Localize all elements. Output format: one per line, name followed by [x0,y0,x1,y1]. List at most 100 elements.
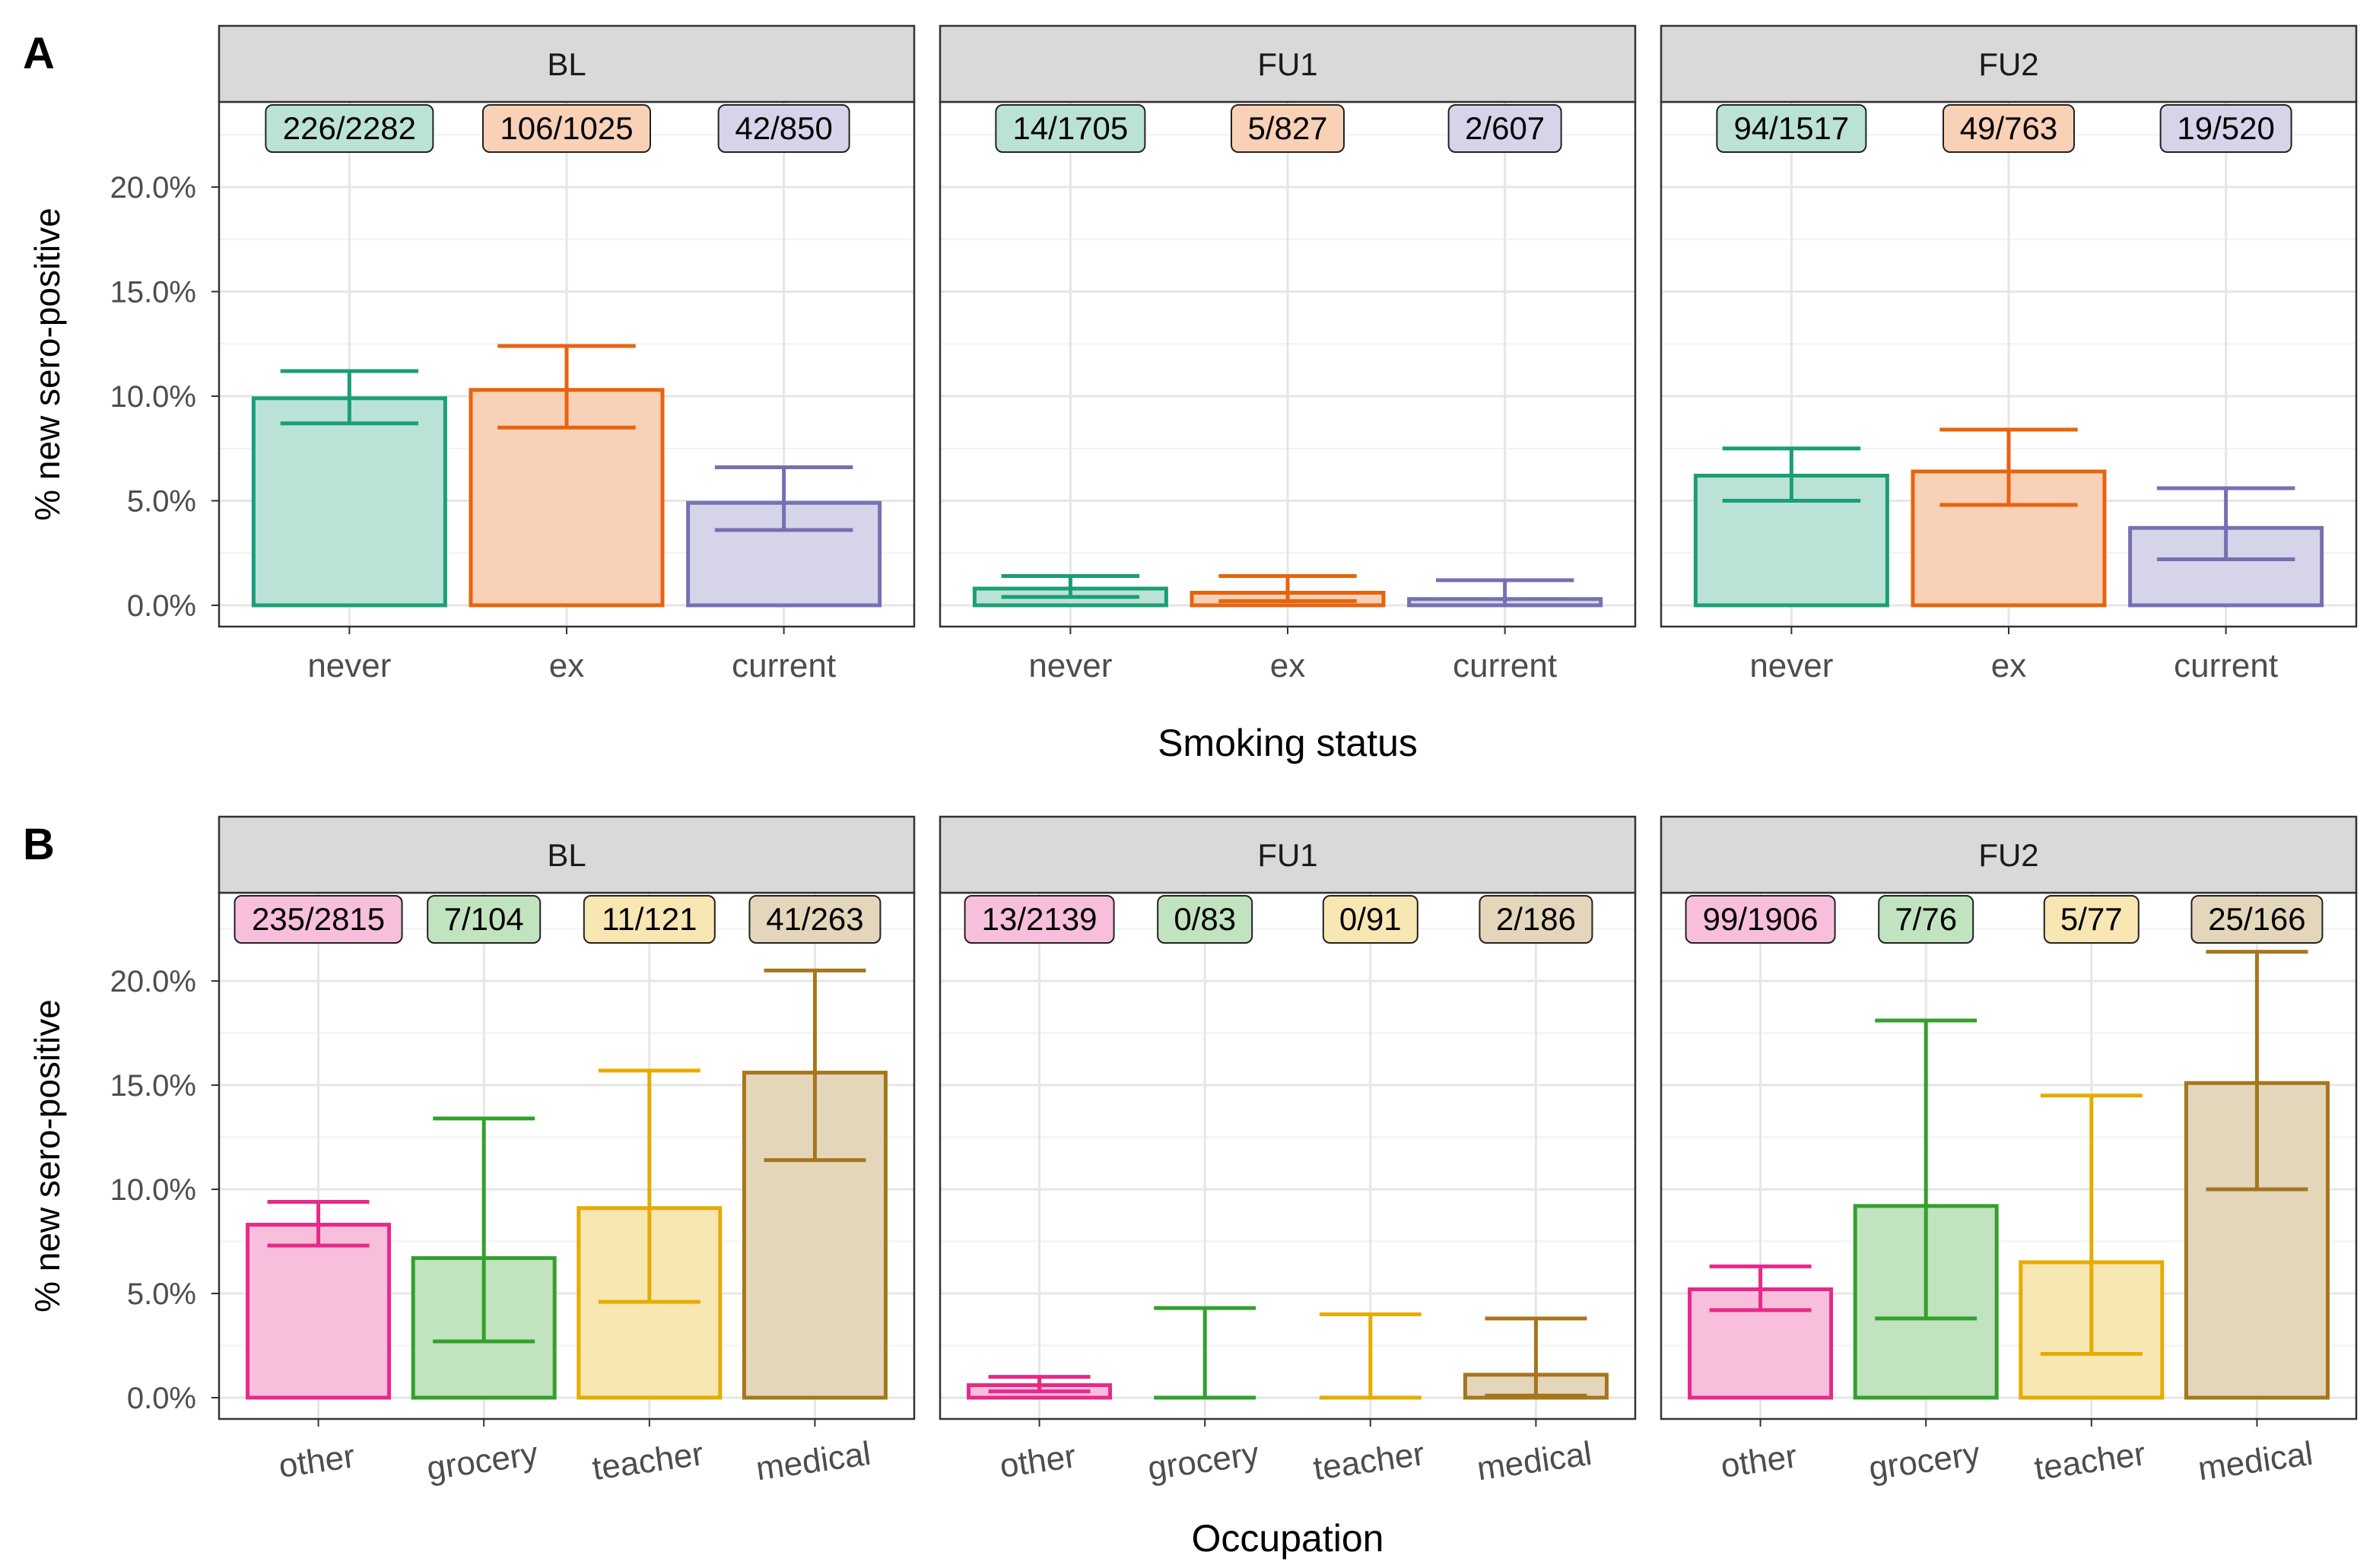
count-label-box [748,895,882,944]
facet-strip-label: FU1 [1257,837,1317,873]
count-label: 11/121 [602,901,697,937]
y-tick-label: 0.0% [127,589,196,623]
count-label: 226/2282 [283,110,416,146]
count-label-box [583,895,716,944]
error-bar-never [1001,574,1140,599]
error-bar-medical [2206,950,2308,1192]
facet-strip [218,24,916,103]
y-tick-label: 20.0% [110,965,196,998]
x-tick-label: never [1028,647,1112,684]
count-label: 2/186 [1496,901,1576,937]
count-label: 41/263 [766,901,863,937]
y-tick-label: 15.0% [110,1069,196,1103]
y-tick-label: 5.0% [127,485,196,519]
count-label: 106/1025 [500,110,633,146]
x-tick-label: other [997,1437,1078,1484]
error-bar-teacher [1319,1312,1422,1400]
count-label-box [265,104,434,153]
count-label-box [1157,895,1253,944]
x-tick-label: ex [549,647,584,684]
facet-strip [1660,24,2358,103]
count-label: 7/104 [444,901,524,937]
x-tick-label: current [732,647,836,684]
error-bar-never [1722,446,1861,503]
x-tick-label: never [307,647,391,684]
x-tick-label: other [1718,1437,1799,1484]
x-tick-label: teacher [2032,1435,2148,1487]
x-tick-label: medical [754,1435,873,1488]
panel-a-smoking: A % new sero-positive 0.0% 5.0% 10.0% 15.0% 20… [23,24,2358,764]
count-label: 94/1517 [1733,110,1849,146]
error-bar-grocery [1875,1018,1978,1321]
y-axis-title: % new sero-positive [27,208,67,521]
count-label-box [1231,104,1345,153]
facet-fu2: 94/1517 49/763 19/520 FU2 never ex current [1660,24,2358,684]
count-label-box [233,895,403,944]
y-tick-label: 15.0% [110,276,196,309]
x-tick-label: never [1749,647,1833,684]
count-label-box [717,104,850,153]
panel-background [940,893,1635,1419]
count-label: 5/77 [2060,901,2123,937]
panel-letter: B [23,820,55,869]
x-tick-label: ex [1270,647,1305,684]
error-bar-current [1435,578,1574,608]
x-axis-title: Smoking status [1158,722,1418,764]
y-tick-label: 10.0% [110,1173,196,1207]
count-label: 13/2139 [982,901,1098,937]
error-bar-grocery [433,1116,535,1344]
y-tick-label: 10.0% [110,380,196,414]
count-label: 25/166 [2208,901,2305,937]
count-label: 2/607 [1465,110,1545,146]
facet-strip [1660,815,2358,894]
error-bar-other [988,1375,1091,1394]
x-tick-label: medical [2196,1435,2315,1488]
facet-strip [939,24,1637,103]
panel-letter: A [23,29,55,78]
count-label: 14/1705 [1012,110,1128,146]
error-bar-medical [1485,1316,1587,1398]
count-label: 5/827 [1247,110,1327,146]
y-axis-title: % new sero-positive [27,999,67,1312]
bar-medical [742,1071,888,1400]
count-label-box [427,895,542,944]
y-tick-label: 20.0% [110,171,196,205]
count-label-box [1479,895,1593,944]
facet-strip-label: FU1 [1257,46,1317,82]
count-label: 235/2815 [252,901,385,937]
count-label-box [1447,104,1562,153]
x-tick-label: other [276,1437,357,1484]
facet-fu2: 99/1906 7/76 5/77 25/166 FU2 other grocery teac… [1660,815,2358,1488]
count-label: 7/76 [1895,901,1957,937]
count-label: 0/91 [1339,901,1402,937]
error-bar-medical [764,968,866,1163]
x-tick-label: current [1453,647,1557,684]
x-tick-label: current [2174,647,2278,684]
error-bar-never [280,369,419,426]
x-tick-label: grocery [1145,1435,1261,1487]
facet-strip-label: FU2 [1978,46,2038,82]
x-tick-label: teacher [590,1435,706,1487]
x-axis-title: Occupation [1192,1517,1384,1560]
error-bar-ex [1939,427,2078,507]
count-label-box [1322,895,1418,944]
panel-b-occupation: B % new sero-positive 0.0% 5.0% 10.0% 15.0% 20… [23,815,2358,1560]
error-bar-grocery [1154,1306,1256,1400]
error-bar-current [2156,486,2295,561]
count-label: 19/520 [2177,110,2274,146]
count-label-box [1943,104,2075,153]
x-tick-label: teacher [1311,1435,1427,1487]
facet-strip-label: BL [547,837,586,873]
facet-bl: 235/2815 7/104 11/121 41/263 BL other grocery t… [218,815,916,1488]
count-label: 42/850 [735,110,832,146]
count-label-box [2043,895,2140,944]
error-bar-teacher [598,1068,700,1304]
facet-strip-label: BL [547,46,586,82]
count-label-box [2159,104,2292,153]
bar-other [246,1223,392,1400]
facet-fu1: 14/1705 5/827 2/607 FU1 never ex current [939,24,1637,684]
error-bar-current [714,465,853,532]
error-bar-teacher [2040,1093,2143,1356]
facet-bl: 226/2282 106/1025 42/850 BL never ex current [218,24,916,684]
x-tick-label: grocery [1866,1435,1982,1487]
